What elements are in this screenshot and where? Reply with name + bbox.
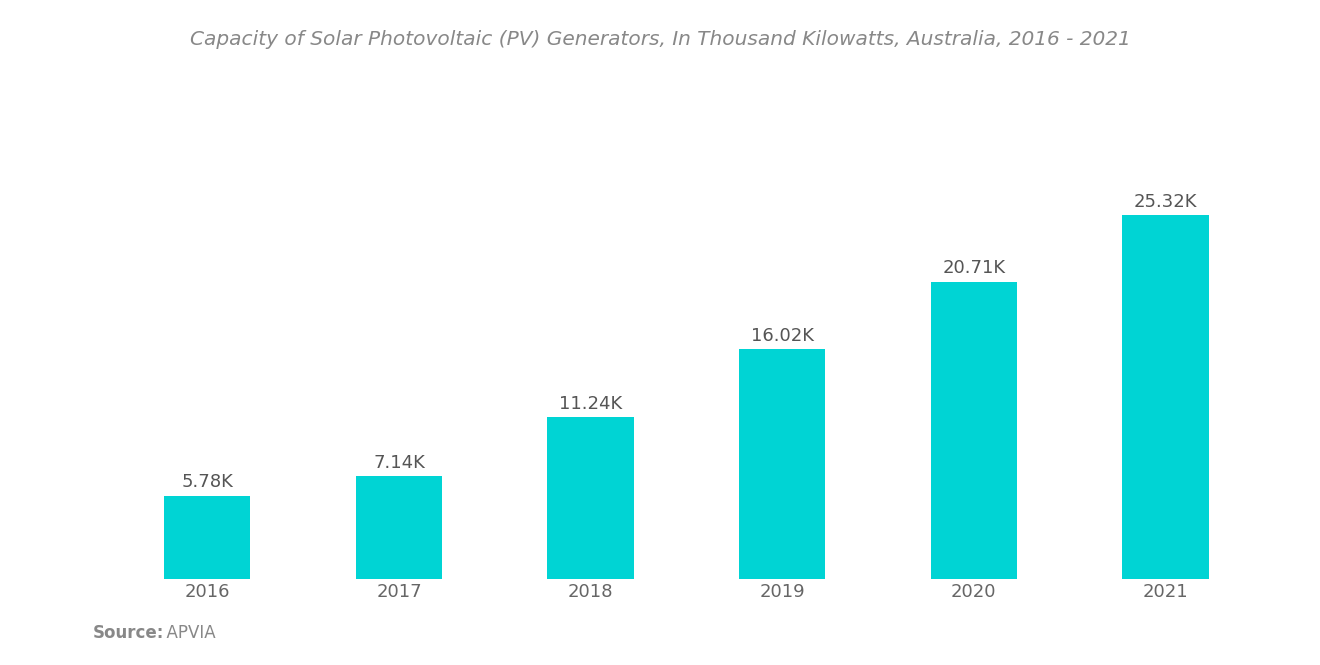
Bar	[1122, 215, 1209, 579]
Text: 16.02K: 16.02K	[751, 327, 813, 344]
Text: Capacity of Solar Photovoltaic (PV) Generators, In Thousand Kilowatts, Australia: Capacity of Solar Photovoltaic (PV) Gene…	[190, 30, 1130, 49]
Text: 7.14K: 7.14K	[374, 454, 425, 472]
Text: 5.78K: 5.78K	[181, 473, 234, 491]
Bar	[739, 349, 825, 579]
Bar	[356, 476, 442, 579]
Text: 25.32K: 25.32K	[1134, 194, 1197, 211]
Text: 11.24K: 11.24K	[558, 395, 622, 413]
Text: 20.71K: 20.71K	[942, 259, 1006, 277]
Bar	[931, 281, 1016, 579]
Bar	[548, 418, 634, 579]
Text: Source:: Source:	[92, 624, 164, 642]
Bar	[164, 495, 251, 579]
Text: APVIA: APVIA	[156, 624, 215, 642]
